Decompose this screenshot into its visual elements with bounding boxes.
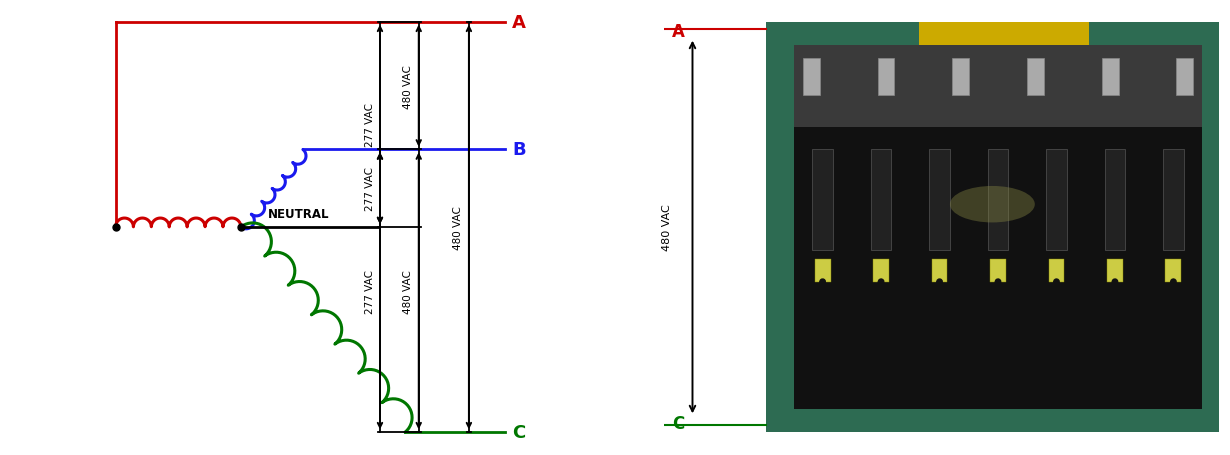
Text: C: C (673, 414, 684, 432)
Bar (988, 150, 1009, 250)
Text: 480 VAC: 480 VAC (662, 204, 672, 251)
Text: B: B (512, 141, 526, 159)
Bar (919, 23, 1089, 46)
Bar (871, 150, 892, 250)
Text: 277 VAC: 277 VAC (364, 167, 374, 211)
Text: 277 VAC: 277 VAC (364, 269, 374, 313)
Text: A: A (672, 23, 685, 41)
Ellipse shape (950, 187, 1034, 223)
Text: 480 VAC: 480 VAC (403, 269, 413, 313)
Bar (1107, 259, 1123, 282)
Bar (813, 150, 833, 250)
Text: NEUTRAL: NEUTRAL (268, 207, 330, 221)
Text: A: A (512, 14, 526, 32)
Bar (877, 59, 894, 96)
Bar (1048, 259, 1064, 282)
Bar (1166, 259, 1181, 282)
Bar (1102, 59, 1118, 96)
Bar (873, 259, 889, 282)
Bar (803, 59, 820, 96)
Bar (990, 259, 1006, 282)
Bar (1047, 150, 1066, 250)
Bar (1027, 59, 1044, 96)
Bar (952, 59, 969, 96)
Text: 480 VAC: 480 VAC (403, 65, 413, 108)
Bar (1105, 150, 1125, 250)
Bar (795, 46, 1202, 410)
Text: 277 VAC: 277 VAC (364, 103, 374, 147)
Bar (766, 23, 1219, 432)
Text: C: C (512, 423, 525, 441)
Bar (1176, 59, 1193, 96)
Bar (814, 259, 830, 282)
Bar (795, 46, 1202, 127)
Bar (1164, 150, 1183, 250)
Bar (931, 259, 947, 282)
Text: 480 VAC: 480 VAC (454, 206, 464, 249)
Bar (930, 150, 950, 250)
